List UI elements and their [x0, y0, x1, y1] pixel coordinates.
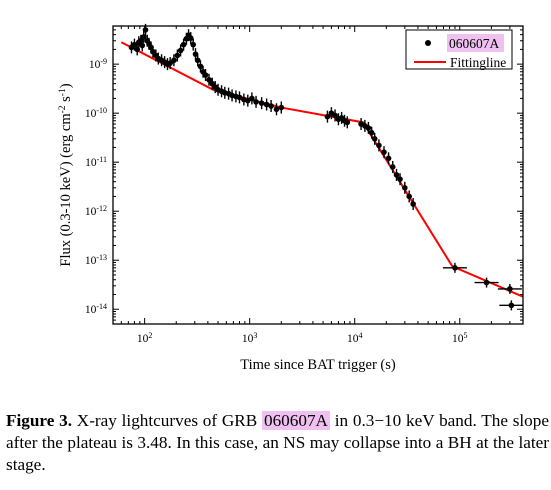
data-point: [402, 181, 408, 194]
chart-legend: 060607A Fittingline: [405, 29, 513, 70]
data-point: [499, 300, 524, 311]
data-point: [150, 45, 156, 58]
figure-caption: Figure 3. X-ray lightcurves of GRB 06060…: [6, 410, 549, 476]
data-point: [209, 77, 216, 90]
data-point: [362, 119, 368, 132]
data-point: [268, 100, 274, 113]
plot-frame: [112, 25, 524, 325]
data-point: [258, 97, 265, 110]
data-point: [474, 277, 499, 288]
data-point: [128, 41, 135, 54]
legend-highlight: [447, 34, 504, 52]
caption-highlight: 060607A: [261, 411, 330, 430]
data-point: [332, 109, 338, 122]
data-point: [206, 73, 212, 86]
data-point: [365, 121, 372, 134]
x-tick-label: 105: [452, 331, 468, 346]
data-point: [192, 48, 199, 61]
data-point: [324, 110, 331, 123]
data-point: [410, 198, 416, 211]
data-point: [236, 91, 243, 104]
data-point: [245, 94, 251, 107]
data-point: [197, 60, 204, 73]
fit-line-layer: [120, 41, 524, 298]
data-point: [344, 116, 351, 129]
caption-text-end: in 0.3−10 keV band. The slope after the …: [6, 411, 549, 474]
data-point: [406, 190, 412, 203]
y-tick-label: 10-10: [85, 106, 107, 121]
data-point: [393, 168, 400, 181]
data-point: [190, 38, 196, 51]
legend-fit-label: Fittingline: [450, 55, 506, 70]
data-point: [442, 262, 467, 273]
x-tick-label: 102: [137, 331, 153, 346]
data-point: [263, 98, 270, 111]
data-point: [171, 54, 177, 67]
caption-text-start: X-ray lightcurves of GRB: [72, 411, 262, 430]
legend-data-label: 060607A: [449, 36, 500, 51]
data-point: [273, 103, 280, 116]
legend-data-marker: [425, 40, 431, 46]
data-point: [194, 54, 201, 67]
data-point: [202, 69, 209, 82]
y-tick-label: 10-9: [89, 57, 107, 72]
y-tick-label: 10-11: [85, 155, 107, 170]
axis-ticks: 102 103 104 105 10-9 10-10 10-11 10-12 10-13 10-1…: [85, 26, 524, 346]
data-point: [397, 173, 403, 186]
chart-figure: 102 103 104 105 10-9 10-10 10-11 10-12 10-13 10-1…: [58, 23, 524, 373]
data-point: [187, 32, 194, 45]
x-tick-label: 103: [242, 331, 258, 346]
y-tick-label: 10-12: [85, 204, 107, 219]
data-point: [139, 39, 146, 52]
data-point: [278, 101, 285, 114]
x-tick-label: 104: [347, 331, 363, 346]
data-points-layer: [128, 23, 524, 311]
y-tick-label: 10-14: [85, 302, 107, 317]
data-point: [385, 152, 392, 165]
data-point: [174, 49, 181, 62]
data-point: [249, 92, 255, 105]
data-point: [131, 38, 138, 51]
data-point: [497, 283, 522, 294]
data-point: [180, 38, 187, 51]
data-point: [376, 139, 382, 152]
data-point: [381, 146, 387, 159]
data-point: [368, 126, 375, 139]
data-point: [389, 160, 396, 173]
fit-line: [120, 41, 524, 298]
data-point: [177, 44, 184, 57]
y-axis-label: Flux (0.3-10 keV) (erg cm-2 s-1): [58, 83, 74, 266]
data-point: [253, 95, 259, 108]
caption-label: Figure 3.: [6, 411, 73, 430]
data-point: [371, 132, 378, 145]
x-axis-label: Time since BAT trigger (s): [240, 357, 396, 373]
y-tick-label: 10-13: [85, 253, 107, 268]
